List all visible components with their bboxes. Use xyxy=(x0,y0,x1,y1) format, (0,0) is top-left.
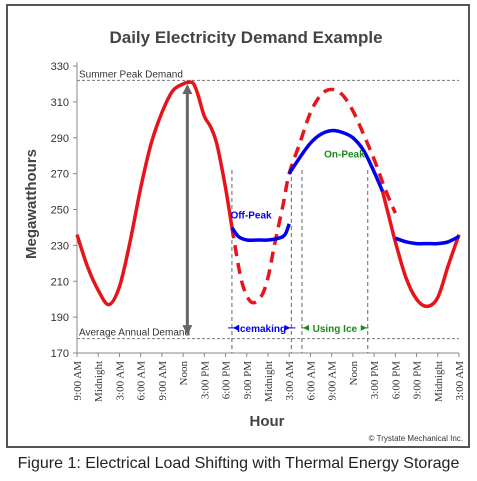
y-tick-label: 210 xyxy=(51,276,69,288)
arrow-head-down xyxy=(182,325,193,336)
y-tick-label: 190 xyxy=(51,312,69,324)
x-tick-label: Midnight xyxy=(93,361,105,402)
chart-title: Daily Electricity Demand Example xyxy=(109,28,382,47)
arrow-head-up xyxy=(182,83,193,94)
x-tick-label: 9:00 AM xyxy=(157,361,169,401)
x-tick-label: Noon xyxy=(178,361,190,386)
annotation-arrow-head xyxy=(284,324,291,331)
x-tick-label: 3:00 AM xyxy=(114,361,126,401)
annotation-arrow-head xyxy=(232,324,239,331)
reference-line-label: Summer Peak Demand xyxy=(79,69,183,80)
y-axis-label: Megawatthours xyxy=(23,149,40,259)
figure-caption: Figure 1: Electrical Load Shifting with … xyxy=(17,455,460,472)
reference-line-label: Average Annual Demand xyxy=(79,328,190,339)
annotation-icemaking: Icemaking xyxy=(237,324,286,335)
demand-curve-red-dashed xyxy=(230,87,397,305)
x-tick-label: 3:00 PM xyxy=(369,361,381,399)
credit-text: © Trystate Mechanical Inc. xyxy=(369,434,463,443)
y-tick-label: 310 xyxy=(51,97,69,109)
x-tick-label: 3:00 AM xyxy=(454,361,466,401)
x-tick-label: 3:00 PM xyxy=(199,361,211,399)
x-tick-label: 9:00 AM xyxy=(72,361,84,401)
x-axis-label: Hour xyxy=(250,413,285,430)
demand-curve-red-solid xyxy=(75,80,234,307)
y-tick-label: 270 xyxy=(51,169,69,181)
annotation-arrow-head xyxy=(360,324,367,331)
y-tick-label: 250 xyxy=(51,205,69,217)
x-tick-label: 3:00 AM xyxy=(284,361,296,401)
annotation-off-peak: Off-Peak xyxy=(230,210,272,221)
x-tick-label: 9:00 AM xyxy=(327,361,339,401)
y-tick-label: 290 xyxy=(51,133,69,145)
x-tick-label: Noon xyxy=(348,361,360,386)
x-tick-label: 9:00 PM xyxy=(412,361,424,399)
x-tick-label: 9:00 PM xyxy=(242,361,254,399)
demand-curve-blue-solid xyxy=(230,223,291,243)
x-tick-label: 6:00 AM xyxy=(305,361,317,401)
demand-curve-red-solid xyxy=(380,191,461,309)
demand-curve-blue-solid xyxy=(287,128,385,193)
y-tick-label: 330 xyxy=(51,61,69,73)
x-tick-label: Midnight xyxy=(263,361,275,402)
demand-curve-blue-solid xyxy=(394,234,460,246)
x-tick-label: 6:00 PM xyxy=(221,361,233,399)
demand-chart: Daily Electricity Demand Example Megawat… xyxy=(23,28,466,443)
y-tick-label: 170 xyxy=(51,348,69,360)
y-tick-label: 230 xyxy=(51,240,69,252)
annotation-using-ice: Using Ice xyxy=(313,324,358,335)
x-tick-label: 6:00 PM xyxy=(390,361,402,399)
annotation-on-peak: On-Peak xyxy=(324,149,365,160)
annotation-arrow-head xyxy=(302,324,309,331)
x-tick-label: 6:00 AM xyxy=(136,361,148,401)
x-tick-label: Midnight xyxy=(433,361,445,402)
